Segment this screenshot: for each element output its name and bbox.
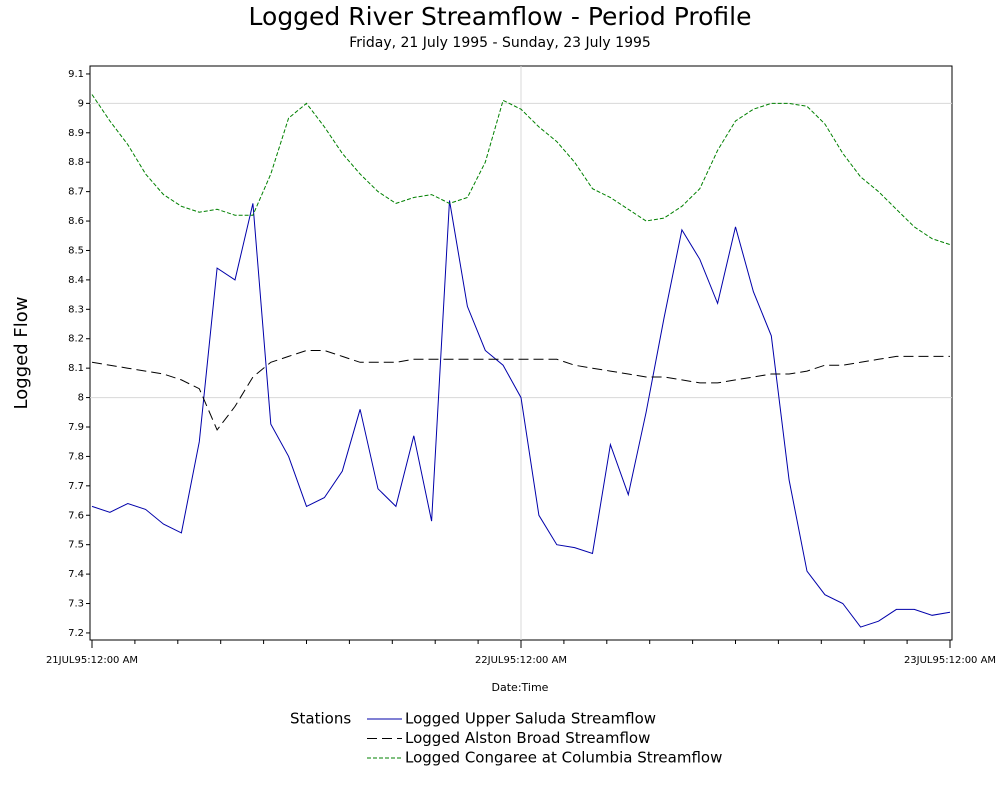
y-tick-label: 8.7 xyxy=(68,187,84,198)
series-line xyxy=(91,200,951,628)
y-axis-label: Logged Flow xyxy=(11,297,32,410)
y-tick-label: 7.4 xyxy=(68,569,84,580)
y-tick-label: 8.9 xyxy=(68,128,84,139)
y-tick-label: 8.3 xyxy=(68,304,84,315)
x-axis-label: Date:Time xyxy=(492,681,549,694)
chart-subtitle: Friday, 21 July 1995 - Sunday, 23 July 1… xyxy=(349,35,651,51)
legend-title: Stations xyxy=(290,710,351,728)
x-tick-label: 21JUL95:12:00 AM xyxy=(46,655,138,666)
legend-label: Logged Alston Broad Streamflow xyxy=(405,729,650,747)
y-tick-label: 7.3 xyxy=(68,599,84,610)
y-tick-label: 7.7 xyxy=(68,481,84,492)
series-line xyxy=(91,350,950,431)
y-tick-label: 9.1 xyxy=(68,69,84,80)
y-tick-label: 7.6 xyxy=(68,510,84,521)
y-tick-label: 8.8 xyxy=(68,157,84,168)
series-line xyxy=(91,94,951,246)
legend-label: Logged Upper Saluda Streamflow xyxy=(405,710,656,728)
y-tick-label: 8.1 xyxy=(68,363,84,374)
y-tick-label: 7.2 xyxy=(68,628,84,639)
y-tick-label: 8.5 xyxy=(68,245,84,256)
y-tick-label: 8.6 xyxy=(68,216,84,227)
chart-title: Logged River Streamflow - Period Profile xyxy=(249,2,752,31)
y-tick-label: 7.5 xyxy=(68,540,84,551)
y-tick-label: 7.8 xyxy=(68,451,84,462)
x-tick-label: 22JUL95:12:00 AM xyxy=(475,655,567,666)
legend-label: Logged Congaree at Columbia Streamflow xyxy=(405,749,722,767)
y-tick-label: 7.9 xyxy=(68,422,84,433)
y-tick-label: 8.4 xyxy=(68,275,84,286)
y-tick-label: 8 xyxy=(78,393,84,404)
y-tick-label: 9 xyxy=(78,98,84,109)
x-tick-label: 23JUL95:12:00 AM xyxy=(904,655,996,666)
y-tick-label: 8.2 xyxy=(68,334,84,345)
